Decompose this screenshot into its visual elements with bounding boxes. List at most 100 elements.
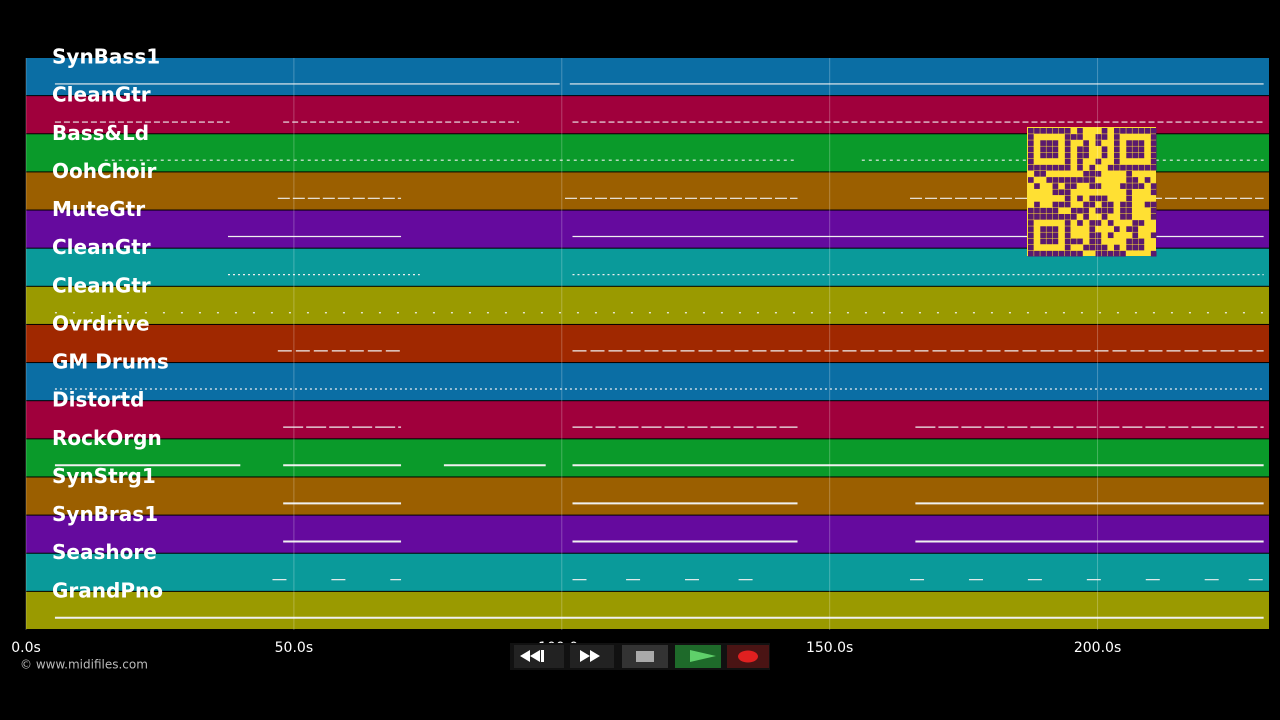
qr-module [1034,207,1040,214]
qr-module [1144,164,1151,171]
track-band [26,515,1269,553]
qr-module [1040,238,1046,245]
qr-module [1077,250,1083,257]
track-name: SynBras1 [52,502,158,526]
qr-module [1120,201,1126,208]
qr-module [1114,146,1120,153]
qr-module [1028,152,1034,159]
qr-module [1040,232,1046,239]
qr-code [1027,127,1157,257]
qr-module [1028,134,1034,140]
qr-module [1089,220,1096,226]
qr-module [1150,250,1157,257]
qr-module [1138,140,1145,146]
qr-module [1126,183,1132,189]
qr-module [1114,140,1120,146]
track-band [26,363,1269,401]
stop-button[interactable] [622,645,668,668]
qr-module [1095,244,1102,251]
qr-module [1040,128,1046,134]
credit: © www.midifiles.com [20,658,148,672]
qr-module [1052,250,1059,257]
fast-forward-button[interactable] [570,645,614,668]
qr-module [1034,183,1040,189]
qr-module [1071,177,1077,183]
track-name: CleanGtr [52,83,151,107]
track-name: Bass&Ld [52,121,149,145]
qr-module [1126,207,1132,214]
play-button[interactable] [675,645,721,668]
qr-module [1083,244,1089,251]
qr-module [1150,158,1157,165]
qr-module [1040,171,1046,177]
qr-module [1114,244,1120,251]
qr-module [1028,244,1034,251]
qr-module [1077,207,1083,214]
qr-module [1114,152,1120,159]
qr-module [1083,177,1089,183]
qr-module [1114,226,1120,232]
qr-module [1083,171,1089,177]
qr-module [1132,244,1139,251]
qr-module [1028,146,1034,153]
qr-module [1089,177,1096,183]
qr-module [1089,244,1096,251]
qr-module [1095,220,1102,226]
qr-module [1028,128,1034,134]
qr-module [1150,134,1157,140]
qr-module [1126,238,1132,245]
record-button[interactable] [727,645,769,668]
qr-module [1138,220,1145,226]
track-band [26,286,1269,324]
qr-module [1071,183,1077,189]
qr-module [1046,164,1053,171]
qr-module [1052,140,1059,146]
qr-module [1101,128,1108,134]
qr-module [1064,214,1071,220]
qr-module [1138,146,1145,153]
qr-module [1064,250,1071,257]
qr-module [1052,226,1059,232]
qr-module [1046,238,1053,245]
qr-module [1046,128,1053,134]
qr-module [1089,201,1096,208]
qr-module [1052,183,1059,189]
track-band [26,591,1269,629]
qr-module [1126,164,1132,171]
qr-module [1083,146,1089,153]
qr-module [1064,183,1071,189]
qr-module [1120,183,1126,189]
qr-module [1107,250,1114,257]
qr-module [1040,226,1046,232]
rewind-button[interactable] [514,645,564,668]
qr-module [1150,207,1157,214]
track-band [26,401,1269,439]
qr-module [1114,158,1120,165]
track-name: GM Drums [52,350,169,374]
qr-module [1028,232,1034,239]
qr-module [1028,207,1034,214]
qr-module [1120,128,1126,134]
qr-module [1046,226,1053,232]
qr-module [1077,164,1083,171]
qr-module [1126,226,1132,232]
qr-module [1083,207,1089,214]
qr-module [1077,134,1083,140]
qr-module [1077,220,1083,226]
qr-module [1107,220,1114,226]
track-name: CleanGtr [52,273,151,297]
qr-module [1064,189,1071,196]
qr-module [1064,128,1071,134]
track-band [26,553,1269,591]
qr-module [1126,201,1132,208]
qr-module [1046,250,1053,257]
qr-module [1132,232,1139,239]
qr-module [1120,207,1126,214]
track-name: RockOrgn [52,426,162,450]
x-tick-label: 200.0s [1074,640,1121,656]
qr-module [1120,250,1126,257]
qr-module [1126,195,1132,202]
track-name: MuteGtr [52,197,145,221]
qr-module [1028,140,1034,146]
qr-module [1046,232,1053,239]
